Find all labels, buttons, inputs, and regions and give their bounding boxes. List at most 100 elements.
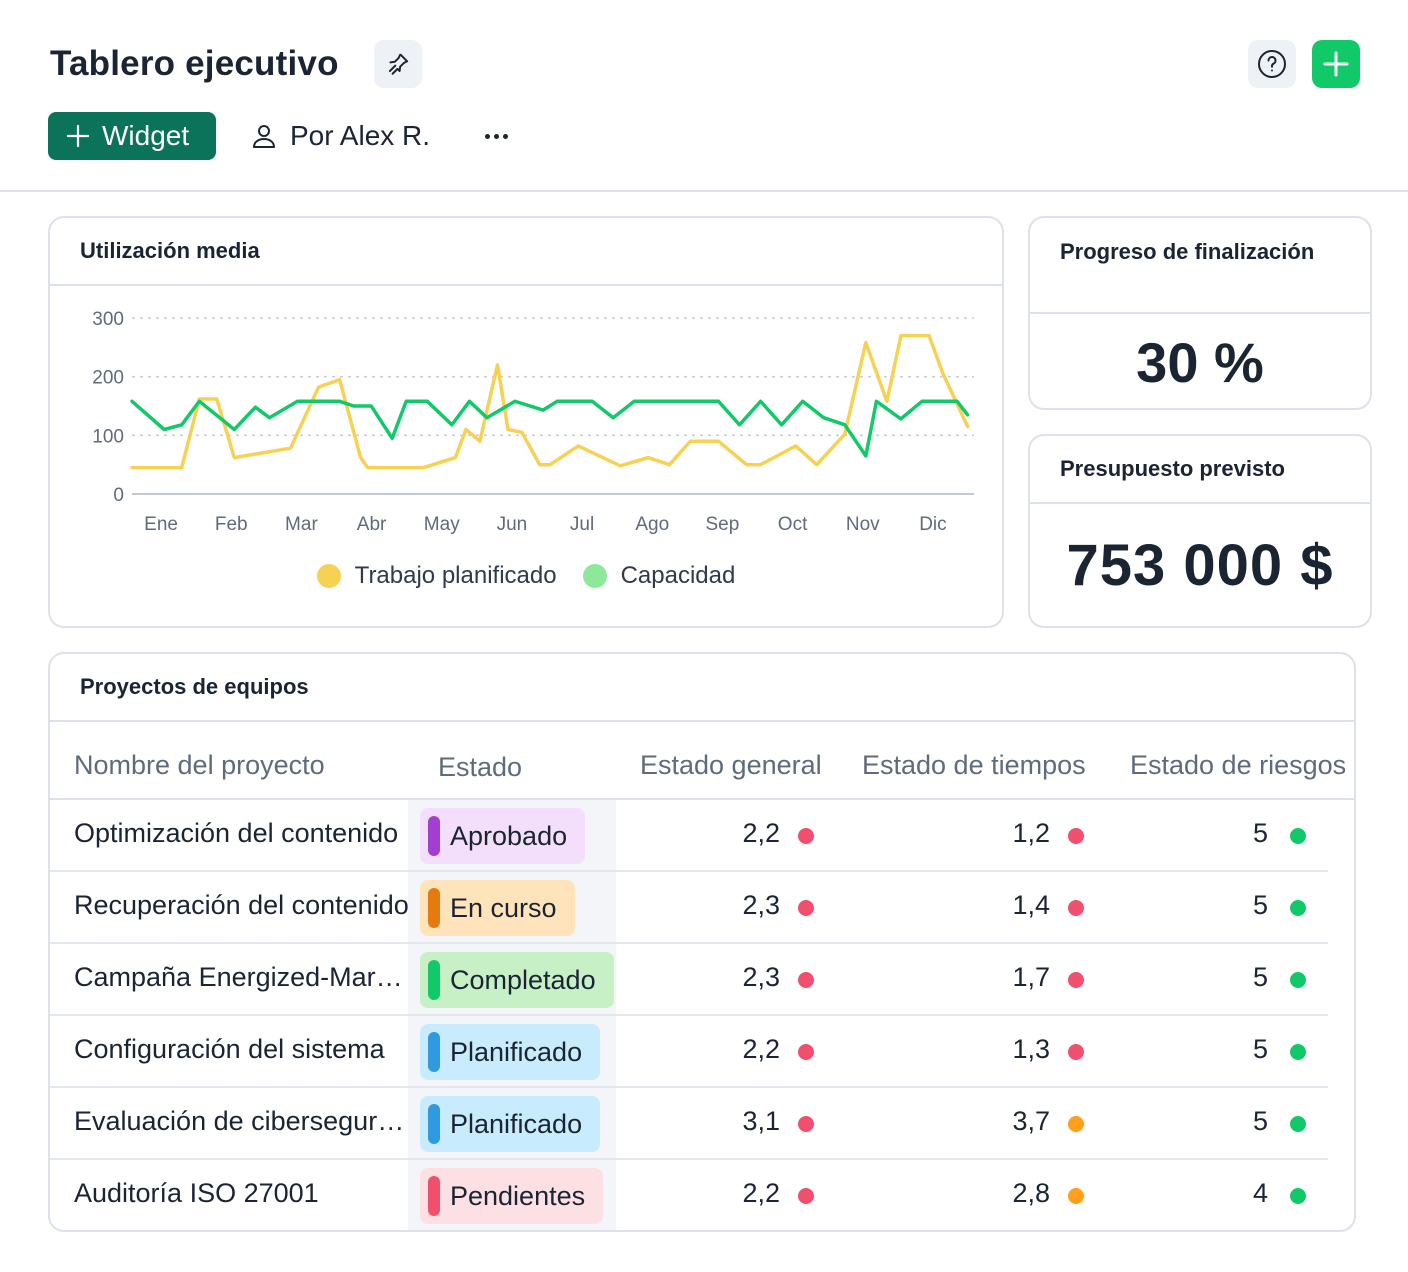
x-tick-label: Sep <box>706 514 740 535</box>
progress-card: Progreso de finalización 30 % <box>1028 216 1372 410</box>
utilization-title: Utilización media <box>50 218 1002 286</box>
general-indicator-dot <box>798 1116 814 1132</box>
time-indicator-dot <box>1068 1188 1084 1204</box>
table-row[interactable]: Evaluación de ciberseguridad Planificado 3… <box>50 1086 1328 1158</box>
legend-item-planned[interactable]: Trabajo planificado <box>316 562 557 590</box>
table-row[interactable]: Optimización del contenido Aprobado 2,2 1,2… <box>50 798 1354 870</box>
projects-card: Proyectos de equipos Nombre del proyecto… <box>48 652 1356 1232</box>
column-header-status[interactable]: Estado <box>438 752 523 782</box>
more-dot <box>493 133 499 139</box>
y-tick-label: 0 <box>113 485 124 506</box>
utilization-chart: 0 100 200 300 Ene Feb Mar Abr May Jun Jul Ago Sep Oct… <box>92 309 974 535</box>
general-indicator-dot <box>798 1188 814 1204</box>
status-label: Pendientes <box>450 1180 586 1211</box>
project-name[interactable]: Evaluación de ciberseguridad <box>74 1106 410 1136</box>
x-tick-label: Ene <box>144 514 178 535</box>
x-tick-label: Feb <box>215 514 248 535</box>
x-tick-label: Jul <box>570 514 594 535</box>
column-header-general[interactable]: Estado general <box>640 750 822 780</box>
legend-item-capacity[interactable]: Capacidad <box>582 562 735 590</box>
status-label: Planificado <box>450 1108 583 1139</box>
risk-score: 5 <box>1252 818 1268 848</box>
status-badge[interactable]: En curso <box>420 880 575 936</box>
owner-label: Por Alex R. <box>290 120 431 151</box>
time-score: 1,4 <box>1012 890 1050 920</box>
add-widget-button[interactable]: Widget <box>48 112 216 160</box>
project-name[interactable]: Configuración del sistema <box>74 1034 385 1064</box>
status-color-bar <box>428 888 440 928</box>
general-score: 2,2 <box>742 1178 780 1208</box>
time-indicator-dot <box>1068 900 1084 916</box>
add-button[interactable] <box>1312 40 1360 88</box>
general-score: 3,1 <box>742 1106 780 1136</box>
more-dot <box>502 133 508 139</box>
risk-score: 5 <box>1252 1034 1268 1064</box>
status-badge[interactable]: Aprobado <box>420 808 586 864</box>
time-indicator-dot <box>1068 828 1084 844</box>
column-header-name[interactable]: Nombre del proyecto <box>74 750 325 780</box>
project-name[interactable]: Campaña Energized-Marketing <box>74 962 410 992</box>
general-indicator-dot <box>798 900 814 916</box>
user-icon <box>253 125 275 148</box>
general-score: 2,2 <box>742 818 780 848</box>
add-widget-label: Widget <box>102 120 190 151</box>
status-color-bar <box>428 960 440 1000</box>
column-header-risk[interactable]: Estado de riesgos <box>1130 750 1347 780</box>
general-indicator-dot <box>798 828 814 844</box>
time-indicator-dot <box>1068 972 1084 988</box>
planned-work-line <box>130 333 970 470</box>
status-badge[interactable]: Planificado <box>420 1096 601 1152</box>
x-tick-label: Ago <box>635 514 669 535</box>
risk-score: 4 <box>1252 1178 1268 1208</box>
project-name[interactable]: Optimización del contenido <box>74 818 399 848</box>
status-label: Completado <box>450 964 596 995</box>
risk-score: 5 <box>1252 890 1268 920</box>
owner-filter[interactable]: Por Alex R. <box>250 112 430 160</box>
status-color-bar <box>428 1176 440 1216</box>
table-row[interactable]: Configuración del sistema Planificado 2,2 1… <box>50 1014 1328 1086</box>
legend-swatch-capacity <box>582 564 607 588</box>
capacity-line <box>130 399 970 458</box>
general-score: 2,2 <box>742 1034 780 1064</box>
table-row[interactable]: Auditoría ISO 27001 Pendientes 2,2 2,8 4 <box>50 1158 1328 1230</box>
projects-title: Proyectos de equipos <box>50 654 1354 722</box>
project-name[interactable]: Auditoría ISO 27001 <box>74 1178 319 1208</box>
status-badge[interactable]: Pendientes <box>420 1168 604 1224</box>
time-indicator-dot <box>1068 1116 1084 1132</box>
budget-title: Presupuesto previsto <box>1030 436 1370 504</box>
project-name[interactable]: Recuperación del contenido <box>74 890 409 920</box>
risk-indicator-dot <box>1290 1116 1306 1132</box>
status-color-bar <box>428 1032 440 1072</box>
more-options-button[interactable] <box>478 112 514 160</box>
y-tick-label: 200 <box>92 368 124 389</box>
x-tick-label: May <box>424 514 460 535</box>
status-color-bar <box>428 1104 440 1144</box>
pin-button[interactable] <box>374 40 422 88</box>
column-header-time[interactable]: Estado de tiempos <box>862 750 1086 780</box>
risk-score: 5 <box>1252 1106 1268 1136</box>
risk-indicator-dot <box>1290 1188 1306 1204</box>
plus-icon <box>1323 51 1349 77</box>
risk-score: 5 <box>1252 962 1268 992</box>
legend-label-planned: Trabajo planificado <box>354 562 557 589</box>
x-tick-label: Abr <box>357 514 387 535</box>
pin-icon <box>388 53 409 75</box>
risk-indicator-dot <box>1290 1044 1306 1060</box>
table-row[interactable]: Recuperación del contenido En curso 2,3 1,4… <box>50 870 1328 942</box>
table-row[interactable]: Campaña Energized-Marketing Completado 2,3… <box>50 942 1328 1014</box>
time-indicator-dot <box>1068 1044 1084 1060</box>
x-tick-label: Nov <box>846 514 880 535</box>
status-badge[interactable]: Completado <box>420 952 614 1008</box>
x-tick-label: Mar <box>285 514 318 535</box>
more-dot <box>484 133 490 139</box>
page-title: Tablero ejecutivo <box>50 44 339 83</box>
status-color-bar <box>428 816 440 856</box>
budget-value: 753 000 $ <box>1066 533 1334 598</box>
time-score: 2,8 <box>1012 1178 1050 1208</box>
chart-legend: Trabajo planificado Capacidad <box>50 562 1002 590</box>
status-badge[interactable]: Planificado <box>420 1024 601 1080</box>
time-score: 1,3 <box>1012 1034 1050 1064</box>
help-button[interactable] <box>1248 40 1296 88</box>
risk-indicator-dot <box>1290 900 1306 916</box>
x-tick-label: Dic <box>919 514 946 535</box>
